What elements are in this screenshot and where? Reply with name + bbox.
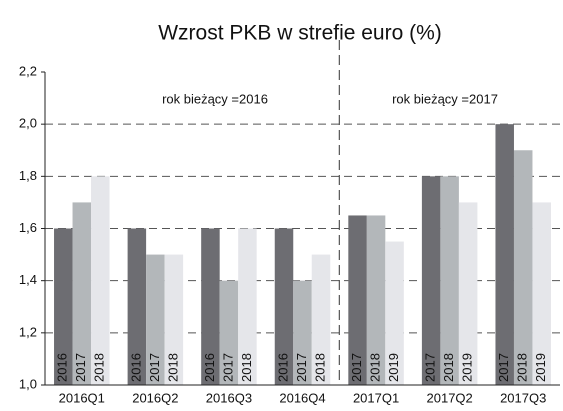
bar bbox=[366, 215, 386, 385]
x-tick-label: 2017Q2 bbox=[427, 390, 473, 405]
bar bbox=[513, 150, 533, 385]
bar bbox=[72, 202, 92, 385]
bar-label: 2018 bbox=[165, 353, 180, 382]
y-tick-label: 2,2 bbox=[19, 63, 37, 78]
bar bbox=[385, 241, 404, 385]
bar-label: 2019 bbox=[460, 353, 475, 382]
bar bbox=[458, 202, 478, 385]
bar bbox=[293, 280, 312, 385]
bar-label: 2018 bbox=[515, 353, 530, 382]
bar-label: 2018 bbox=[92, 353, 107, 382]
bar bbox=[164, 254, 184, 385]
y-tick-label: 1,6 bbox=[19, 220, 37, 235]
bar bbox=[54, 228, 73, 385]
bar bbox=[201, 228, 220, 385]
y-tick-label: 1,0 bbox=[19, 376, 37, 391]
bar-label: 2017 bbox=[220, 353, 235, 382]
bar bbox=[495, 124, 514, 386]
bar-label: 2017 bbox=[73, 353, 88, 382]
bar bbox=[238, 228, 257, 385]
y-tick-label: 1,8 bbox=[19, 168, 37, 183]
annotation: rok bieżący =2017 bbox=[392, 91, 498, 106]
y-tick-label: 2,0 bbox=[19, 116, 37, 131]
bar-label: 2017 bbox=[147, 353, 162, 382]
x-tick-label: 2016Q2 bbox=[132, 390, 178, 405]
bar bbox=[219, 280, 239, 385]
bar bbox=[91, 176, 110, 385]
x-tick-label: 2016Q3 bbox=[206, 390, 252, 405]
bar bbox=[348, 215, 367, 385]
x-tick-label: 2017Q3 bbox=[500, 390, 546, 405]
bar-label: 2018 bbox=[368, 353, 383, 382]
bar-label: 2018 bbox=[239, 353, 254, 382]
bar bbox=[146, 254, 165, 385]
bar bbox=[274, 228, 294, 385]
bar-label: 2019 bbox=[386, 353, 401, 382]
bar-label: 2017 bbox=[423, 353, 438, 382]
annotation: rok bieżący =2016 bbox=[162, 91, 268, 106]
bar bbox=[421, 176, 441, 385]
bar-label: 2017 bbox=[349, 353, 364, 382]
bar bbox=[127, 228, 147, 385]
y-tick-label: 1,4 bbox=[19, 272, 37, 287]
bar-label: 2018 bbox=[441, 353, 456, 382]
bar bbox=[440, 176, 459, 385]
chart-title: Wzrost PKB w strefie euro (%) bbox=[158, 22, 442, 45]
bar-label: 2017 bbox=[496, 353, 511, 382]
y-tick-label: 1,2 bbox=[19, 324, 37, 339]
bar-label: 2016 bbox=[275, 353, 290, 382]
bar-label: 2017 bbox=[294, 353, 309, 382]
x-tick-label: 2016Q4 bbox=[279, 390, 325, 405]
bar-label: 2016 bbox=[128, 353, 143, 382]
bar bbox=[532, 202, 551, 385]
bar-label: 2016 bbox=[202, 353, 217, 382]
x-tick-label: 2017Q1 bbox=[353, 390, 399, 405]
bar-label: 2018 bbox=[312, 353, 327, 382]
bar-label: 2019 bbox=[533, 353, 548, 382]
x-tick-label: 2016Q1 bbox=[59, 390, 105, 405]
bar bbox=[311, 254, 331, 385]
bar-label: 2016 bbox=[55, 353, 70, 382]
